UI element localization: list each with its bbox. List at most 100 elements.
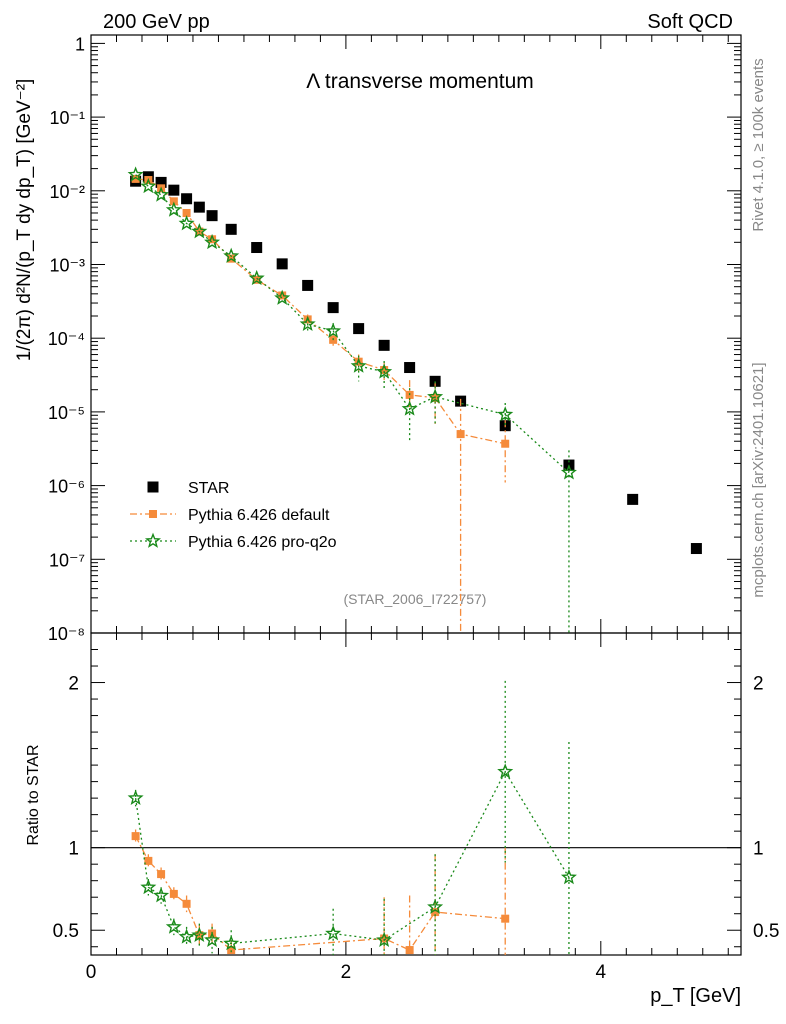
pythia-default-point <box>131 174 140 183</box>
mcplots-credit: mcplots.cern.ch [arXiv:2401.10621] <box>750 362 767 597</box>
pythia-proq2o-point <box>376 363 393 379</box>
ratio-default-point <box>380 934 389 943</box>
ratio-proq2o-point <box>427 898 444 914</box>
ratio-y-tick-label-right: 0.5 <box>753 921 779 942</box>
top-y-tick-label: 10⁻⁸ <box>48 624 85 644</box>
top-y-tick-label: 10⁻⁶ <box>48 477 85 497</box>
ratio-proq2o-point <box>223 935 240 951</box>
pythia-default-point <box>208 235 217 244</box>
pythia-default-line <box>135 178 506 445</box>
ratio-default-point <box>131 832 140 841</box>
ratio-default-point <box>169 889 178 898</box>
pythia-proq2o-point <box>560 464 577 480</box>
star-data-point <box>327 302 339 314</box>
legend-default-marker <box>149 510 157 518</box>
top-y-tick-label: 10⁻² <box>49 182 85 202</box>
star-data-point <box>193 201 205 213</box>
top-y-tick-label: 10⁻⁴ <box>48 329 85 349</box>
ratio-proq2o-point <box>165 918 182 934</box>
ratio-y-tick-label: 2 <box>68 674 79 695</box>
pythia-proq2o-point <box>401 400 418 416</box>
star-data-point <box>225 223 237 235</box>
star-data-point <box>627 493 639 505</box>
ratio-proq2o-point <box>560 868 577 885</box>
x-axis-label: p_T [GeV] <box>650 985 741 1007</box>
pythia-proq2o-point <box>153 186 170 202</box>
top-y-tick-label: 10⁻³ <box>49 255 85 275</box>
legend: STAR Pythia 6.426 default Pythia 6.426 pro… <box>130 480 337 551</box>
x-tick-label: 0 <box>86 962 97 983</box>
ratio-proq2o-point <box>376 931 393 947</box>
analysis-watermark: (STAR_2006_I722757) <box>344 591 487 607</box>
ratio-default-point <box>182 899 191 908</box>
chart-title: Λ transverse momentum <box>306 70 534 93</box>
ratio-y-tick-label: 0.5 <box>53 921 79 942</box>
pythia-proq2o-point <box>299 315 316 331</box>
top-data-marks <box>127 166 702 633</box>
ratio-proq2o-point <box>140 878 157 895</box>
legend-entry: Pythia 6.426 pro-q2o <box>188 534 337 551</box>
pythia-default-point <box>380 366 389 375</box>
bottom-panel-frame <box>90 632 742 956</box>
legend-star-marker <box>147 481 159 493</box>
top-y-tick-label: 10⁻⁷ <box>49 550 85 570</box>
ratio-proq2o-point <box>204 931 221 947</box>
star-data-point <box>155 176 167 188</box>
pythia-default-point <box>169 197 178 206</box>
pythia-proq2o-point <box>350 357 367 373</box>
pythia-proq2o-point <box>178 215 195 231</box>
ratio-proq2o-line <box>134 770 570 945</box>
ratio-proq2o-point <box>191 926 208 943</box>
bottom-axis-ticks: 0.5 0.5 1 1 2 2 0 2 4 <box>53 632 779 983</box>
pythia-proq2o-point <box>191 223 208 239</box>
pythia-default-point <box>252 275 261 284</box>
star-data-point <box>302 279 314 291</box>
x-tick-label: 4 <box>596 962 607 983</box>
header-energy: 200 GeV pp <box>103 11 210 33</box>
star-data-point <box>378 339 390 351</box>
ratio-default-point <box>144 856 153 865</box>
ratio-y-tick-label-right: 2 <box>753 674 764 695</box>
pythia-proq2o-point <box>204 233 221 250</box>
top-y-axis-label: 1/(2π) d²N/(p_T dy dp_T) [GeV⁻²] <box>14 79 35 362</box>
ratio-proq2o-point <box>325 925 342 941</box>
pythia-proq2o-point <box>140 177 157 194</box>
ratio-proq2o-point <box>178 928 195 944</box>
pythia-default-point <box>456 430 465 439</box>
top-y-tick-label: 10⁻⁵ <box>48 403 85 423</box>
pythia-proq2o-point <box>127 166 144 182</box>
x-tick-label: 2 <box>341 962 352 983</box>
ratio-y-tick-label-right: 1 <box>753 839 764 860</box>
pythia-default-point <box>278 291 287 300</box>
rivet-version: Rivet 4.1.0, ≥ 100k events <box>750 58 767 231</box>
pythia-default-point <box>501 439 510 448</box>
star-data-point <box>276 258 288 270</box>
ratio-default-point <box>501 914 510 923</box>
star-data-point <box>206 210 218 222</box>
pythia-proq2o-point <box>248 269 265 286</box>
top-y-tick-label: 1 <box>75 34 85 54</box>
star-data-point <box>181 193 193 205</box>
ratio-proq2o-point <box>153 887 170 903</box>
pythia-proq2o-point <box>165 201 182 217</box>
top-y-tick-label: 10⁻¹ <box>49 108 85 128</box>
legend-entry: STAR <box>188 480 229 497</box>
ratio-data-marks <box>127 680 577 955</box>
ratio-default-line <box>135 835 506 951</box>
pythia-proq2o-point <box>223 247 240 263</box>
top-axis-ticks: 1 10⁻¹ 10⁻² 10⁻³ 10⁻⁴ 10⁻⁵ 10⁻⁶ 10⁻⁷ 10⁻⁸ <box>48 34 741 644</box>
star-data-point <box>251 242 263 254</box>
ratio-proq2o-point <box>127 789 144 805</box>
ratio-proq2o-point <box>497 763 514 779</box>
legend-entry: Pythia 6.426 default <box>188 507 330 524</box>
star-data-point <box>168 184 180 196</box>
pythia-proq2o-point <box>497 406 514 422</box>
pythia-proq2o-line <box>135 174 570 474</box>
pythia-default-point <box>182 208 191 217</box>
ratio-default-point <box>405 946 414 955</box>
ratio-y-axis-label: Ratio to STAR <box>25 744 42 845</box>
ratio-default-point <box>431 908 440 917</box>
star-data-point <box>404 362 416 374</box>
star-data-point <box>353 323 365 335</box>
